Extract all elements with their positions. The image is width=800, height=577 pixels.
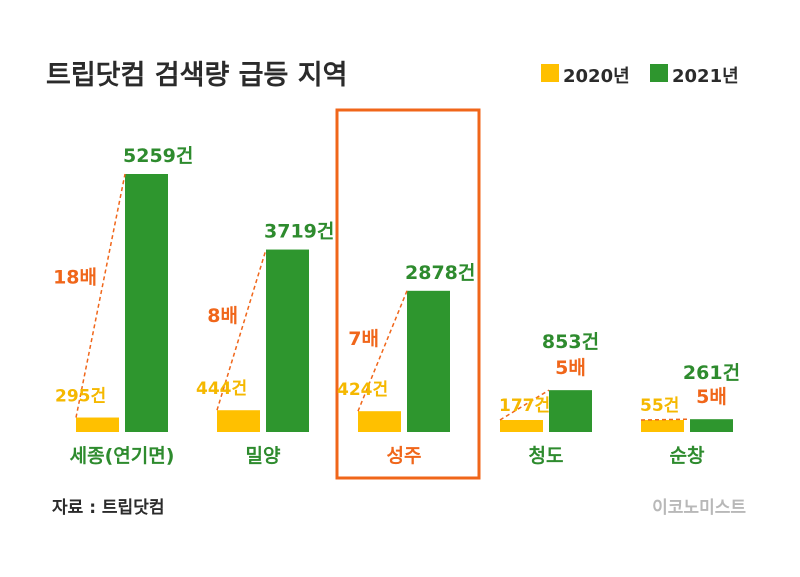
ratio-label: 8배 xyxy=(207,305,238,327)
ratio-label: 7배 xyxy=(348,328,379,350)
ratio-label: 5배 xyxy=(555,357,586,379)
ratio-label: 5배 xyxy=(696,386,727,408)
bar-2021 xyxy=(125,174,168,432)
bar-2020 xyxy=(641,420,684,432)
legend-swatch-2020 xyxy=(541,64,559,82)
bar-2020 xyxy=(76,417,119,432)
legend: 2020년 2021년 xyxy=(541,64,739,87)
value-label-2020: 55건 xyxy=(640,396,679,416)
bar-2021 xyxy=(690,419,733,432)
value-label-2020: 424건 xyxy=(337,380,388,400)
ratio-label: 18배 xyxy=(53,267,97,289)
value-label-2021: 261건 xyxy=(683,362,740,384)
source-label: 자료 : 트립닷컴 xyxy=(52,497,164,518)
chart-title: 트립닷컴 검색량 급등 지역 xyxy=(46,60,347,91)
legend-label-2020: 2020년 xyxy=(563,66,630,87)
value-label-2021: 853건 xyxy=(542,331,599,353)
legend-label-2021: 2021년 xyxy=(672,66,739,87)
value-label-2021: 2878건 xyxy=(405,262,475,284)
category-label: 청도 xyxy=(529,445,564,467)
bar-2021 xyxy=(266,249,309,432)
legend-swatch-2021 xyxy=(650,64,668,82)
value-label-2020: 177건 xyxy=(499,396,550,416)
brand-watermark: 이코노미스트 xyxy=(652,498,746,518)
bar-2021 xyxy=(407,290,450,432)
category-label: 성주 xyxy=(387,445,422,467)
growth-connector xyxy=(640,418,691,421)
value-label-2020: 295건 xyxy=(55,387,106,407)
bar-2020 xyxy=(500,420,543,432)
value-label-2021: 5259건 xyxy=(123,145,193,167)
value-label-2020: 444건 xyxy=(196,379,247,399)
bar-2021 xyxy=(549,390,592,432)
growth-connector xyxy=(357,290,408,412)
value-label-2021: 3719건 xyxy=(264,221,334,243)
category-label: 세종(연기면) xyxy=(70,445,175,467)
bar-2020 xyxy=(358,411,401,432)
growth-connector xyxy=(499,389,550,421)
category-label: 순창 xyxy=(670,445,705,467)
category-label: 밀양 xyxy=(246,445,281,467)
growth-connector xyxy=(75,173,126,418)
highlight-box xyxy=(335,108,481,480)
bar-2020 xyxy=(217,410,260,432)
